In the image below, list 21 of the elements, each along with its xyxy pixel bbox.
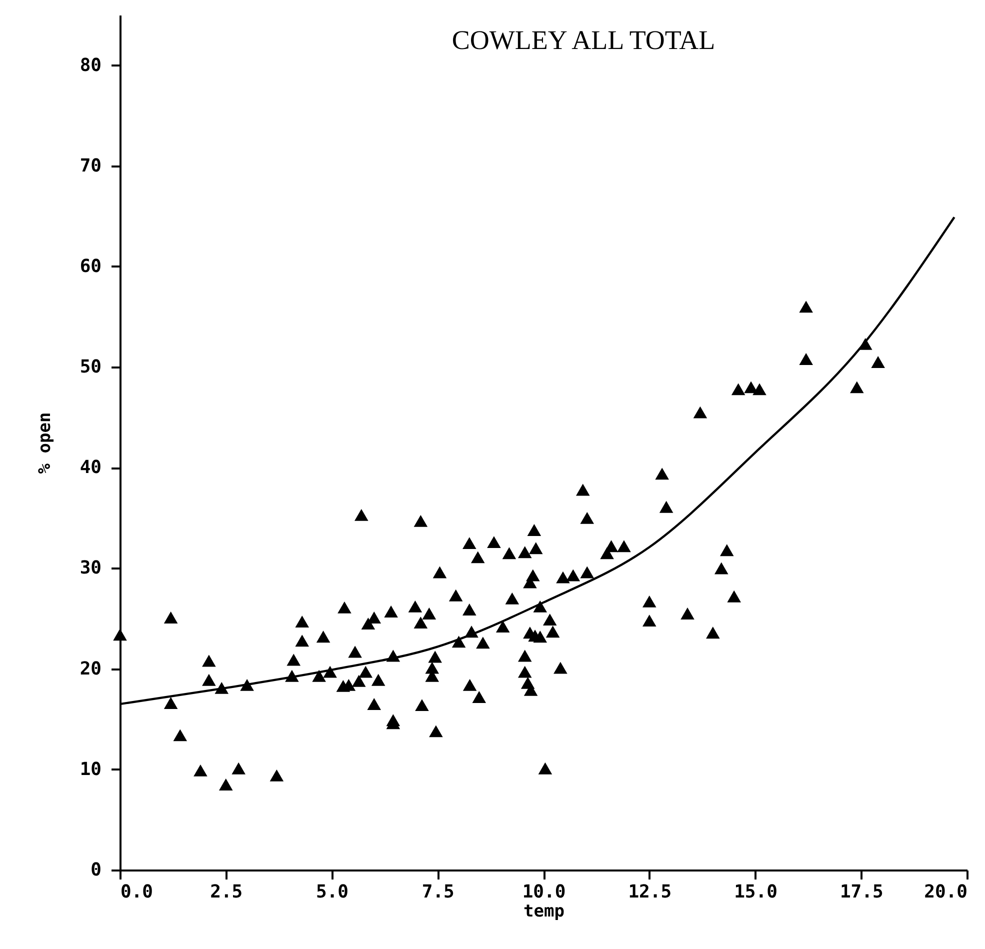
y-tick-label: 60 [80, 256, 102, 277]
x-axis-title: temp [524, 902, 564, 922]
y-tick-label: 40 [80, 457, 102, 478]
x-tick-label: 2.5 [210, 882, 243, 902]
x-tick-label: 12.5 [628, 882, 672, 902]
y-tick-label: 30 [80, 558, 102, 579]
x-tick-label: 20.0 [924, 882, 968, 902]
y-tick-label: 50 [80, 356, 102, 378]
y-tick-label: 20 [80, 658, 102, 680]
x-tick-label: 0.0 [120, 882, 154, 902]
y-tick-label: 70 [80, 155, 102, 176]
x-tick-label: 10.0 [522, 882, 566, 902]
x-tick-label: 7.5 [422, 882, 454, 902]
y-tick-label: 0 [90, 860, 102, 880]
y-tick-label: 10 [80, 758, 102, 780]
x-tick-label: 17.5 [840, 882, 884, 902]
y-tick-label: 80 [80, 54, 102, 76]
y-axis-title: % open [34, 412, 55, 474]
chart-title: COWLEY ALL TOTAL [452, 25, 716, 55]
x-tick-label: 15.0 [734, 882, 778, 902]
x-tick-label: 5.0 [316, 882, 349, 902]
